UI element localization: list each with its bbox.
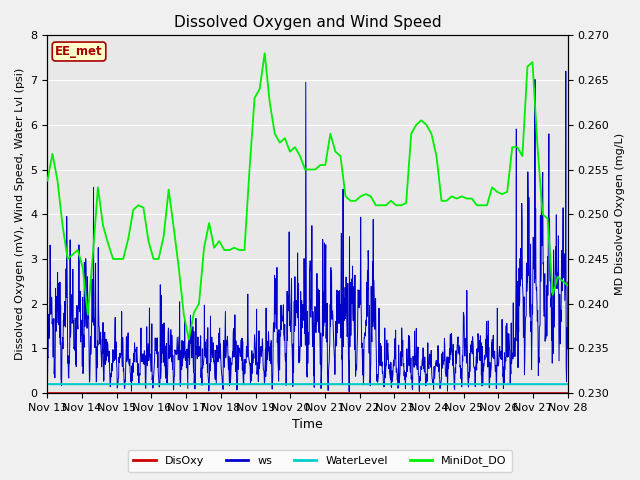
Title: Dissolved Oxygen and Wind Speed: Dissolved Oxygen and Wind Speed [174, 15, 442, 30]
X-axis label: Time: Time [292, 419, 323, 432]
Legend: DisOxy, ws, WaterLevel, MiniDot_DO: DisOxy, ws, WaterLevel, MiniDot_DO [128, 450, 512, 472]
Y-axis label: Dissolved Oxygen (mV), Wind Speed, Water Lvl (psi): Dissolved Oxygen (mV), Wind Speed, Water… [15, 68, 25, 360]
Y-axis label: MD Dissolved Oxygen (mg/L): MD Dissolved Oxygen (mg/L) [615, 133, 625, 295]
Text: EE_met: EE_met [55, 45, 103, 58]
